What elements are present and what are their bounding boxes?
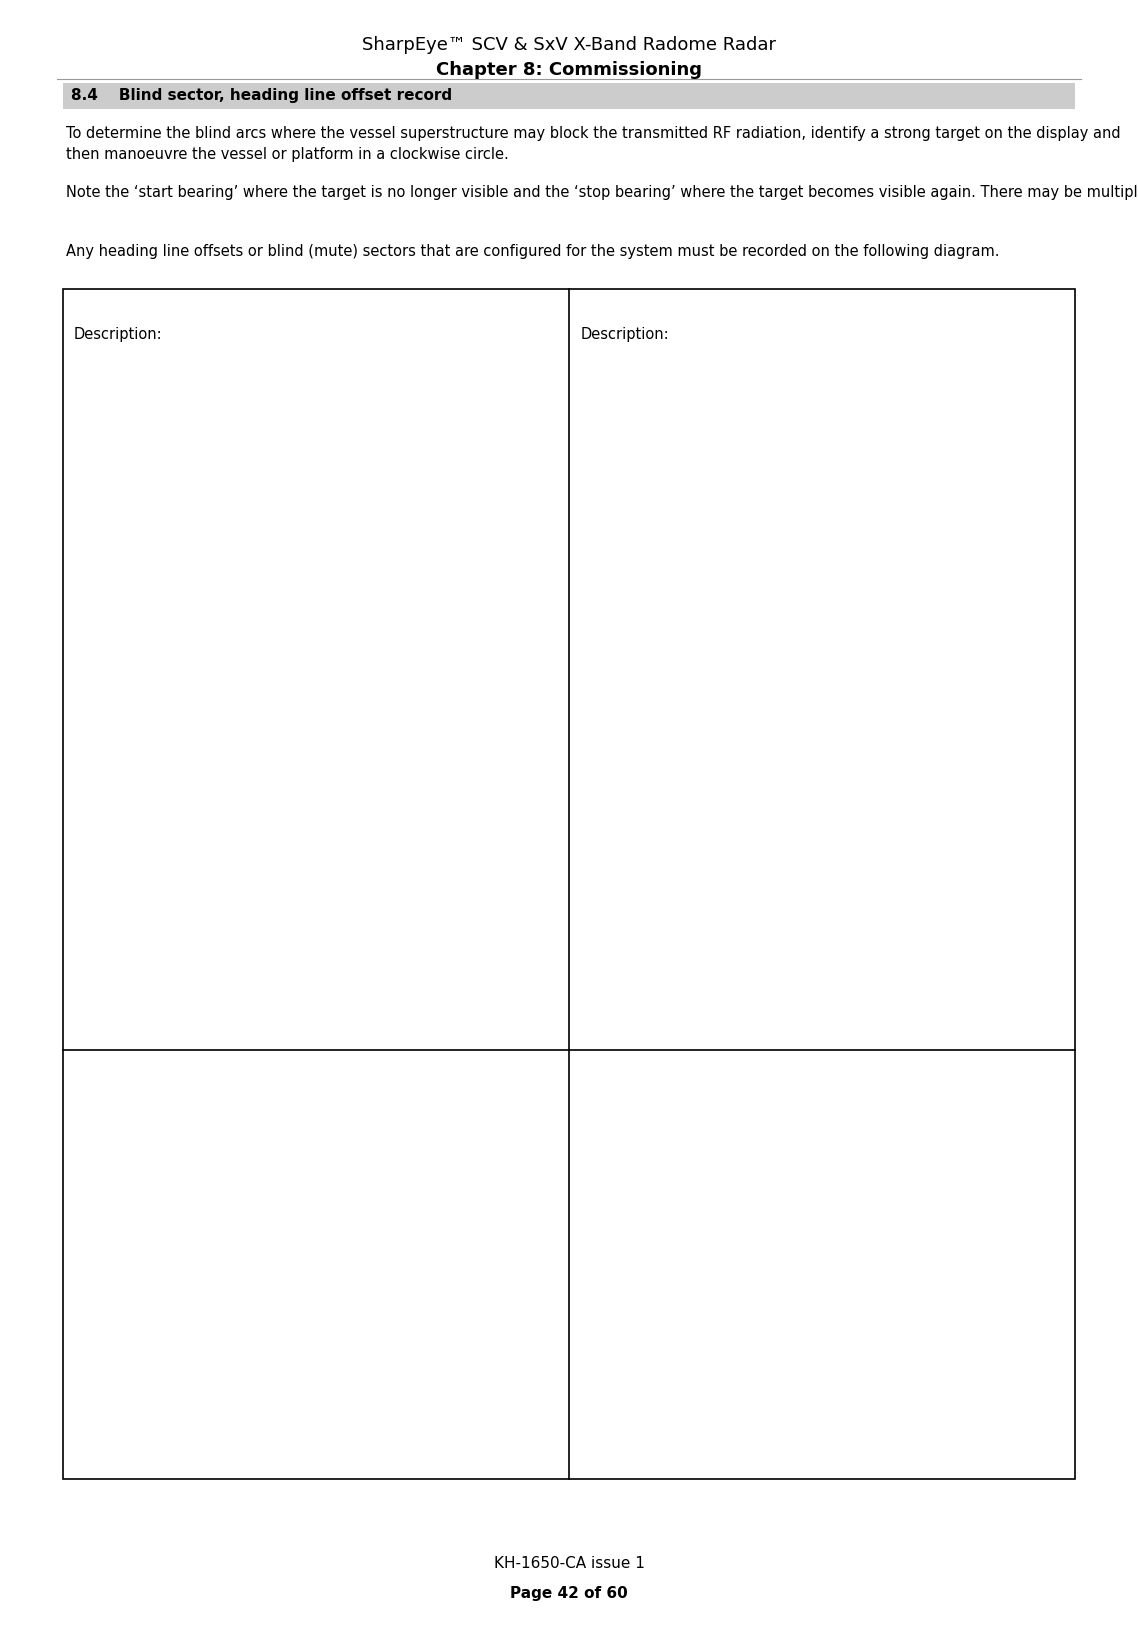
Text: 225°: 225° [669,806,692,816]
Text: 330°: 330° [204,491,228,501]
Text: 345°: 345° [759,471,782,481]
Text: 30°: 30° [407,491,424,501]
Text: 15°: 15° [866,471,883,481]
Text: 75°: 75° [501,613,518,623]
Text: To determine the blind arcs where the vessel superstructure may block the transm: To determine the blind arcs where the ve… [66,126,1121,162]
Text: KH-1650-CA issue 1: KH-1650-CA issue 1 [494,1556,644,1571]
Text: 45°: 45° [450,524,467,534]
Text: 150°: 150° [910,839,934,849]
Text: 210°: 210° [710,839,734,849]
Text: 285°: 285° [617,613,641,623]
Text: 45°: 45° [956,524,973,534]
Text: 0°: 0° [815,444,830,458]
Text: Description:: Description: [580,327,669,342]
Text: 270°: 270° [585,662,616,676]
Text: 225°: 225° [163,806,185,816]
Text: 285°: 285° [110,613,134,623]
Text: 60°: 60° [481,565,498,575]
Text: 165°: 165° [863,859,885,869]
Text: 105°: 105° [1005,717,1028,727]
Text: 210°: 210° [204,839,228,849]
Text: 195°: 195° [759,859,782,869]
Text: 345°: 345° [253,471,275,481]
Text: 330°: 330° [710,491,734,501]
Text: SharpEye™ SCV & SxV X-Band Radome Radar: SharpEye™ SCV & SxV X-Band Radome Radar [362,36,776,55]
Text: 165°: 165° [356,859,379,869]
Text: 300°: 300° [131,565,154,575]
Text: 180°: 180° [807,882,838,895]
Text: 135°: 135° [953,806,975,816]
Text: 0°: 0° [308,444,323,458]
Text: 105°: 105° [498,717,521,727]
Text: 270°: 270° [79,662,109,676]
Text: 90°: 90° [527,662,549,676]
Text: Chapter 8: Commissioning: Chapter 8: Commissioning [436,61,702,79]
Text: Note the ‘start bearing’ where the target is no longer visible and the ‘stop bea: Note the ‘start bearing’ where the targe… [66,185,1138,200]
Text: Any heading line offsets or blind (mute) sectors that are configured for the sys: Any heading line offsets or blind (mute)… [66,244,999,259]
Text: Description:: Description: [74,327,163,342]
Text: 8.4    Blind sector, heading line offset record: 8.4 Blind sector, heading line offset re… [71,88,452,104]
Text: Page 42 of 60: Page 42 of 60 [510,1586,628,1601]
Text: 315°: 315° [163,524,185,534]
Text: 180°: 180° [300,882,331,895]
Text: 300°: 300° [637,565,660,575]
Text: 240°: 240° [131,765,154,775]
Text: 195°: 195° [253,859,275,869]
Text: 90°: 90° [1033,662,1055,676]
Text: 135°: 135° [446,806,469,816]
Text: 75°: 75° [1007,613,1024,623]
Text: 240°: 240° [637,765,660,775]
Text: 30°: 30° [914,491,931,501]
Text: 255°: 255° [617,717,641,727]
Text: 120°: 120° [984,765,1007,775]
Text: 315°: 315° [669,524,692,534]
Text: 255°: 255° [110,717,134,727]
Text: 120°: 120° [478,765,501,775]
Text: 60°: 60° [988,565,1005,575]
Text: 15°: 15° [360,471,377,481]
Text: 150°: 150° [404,839,428,849]
